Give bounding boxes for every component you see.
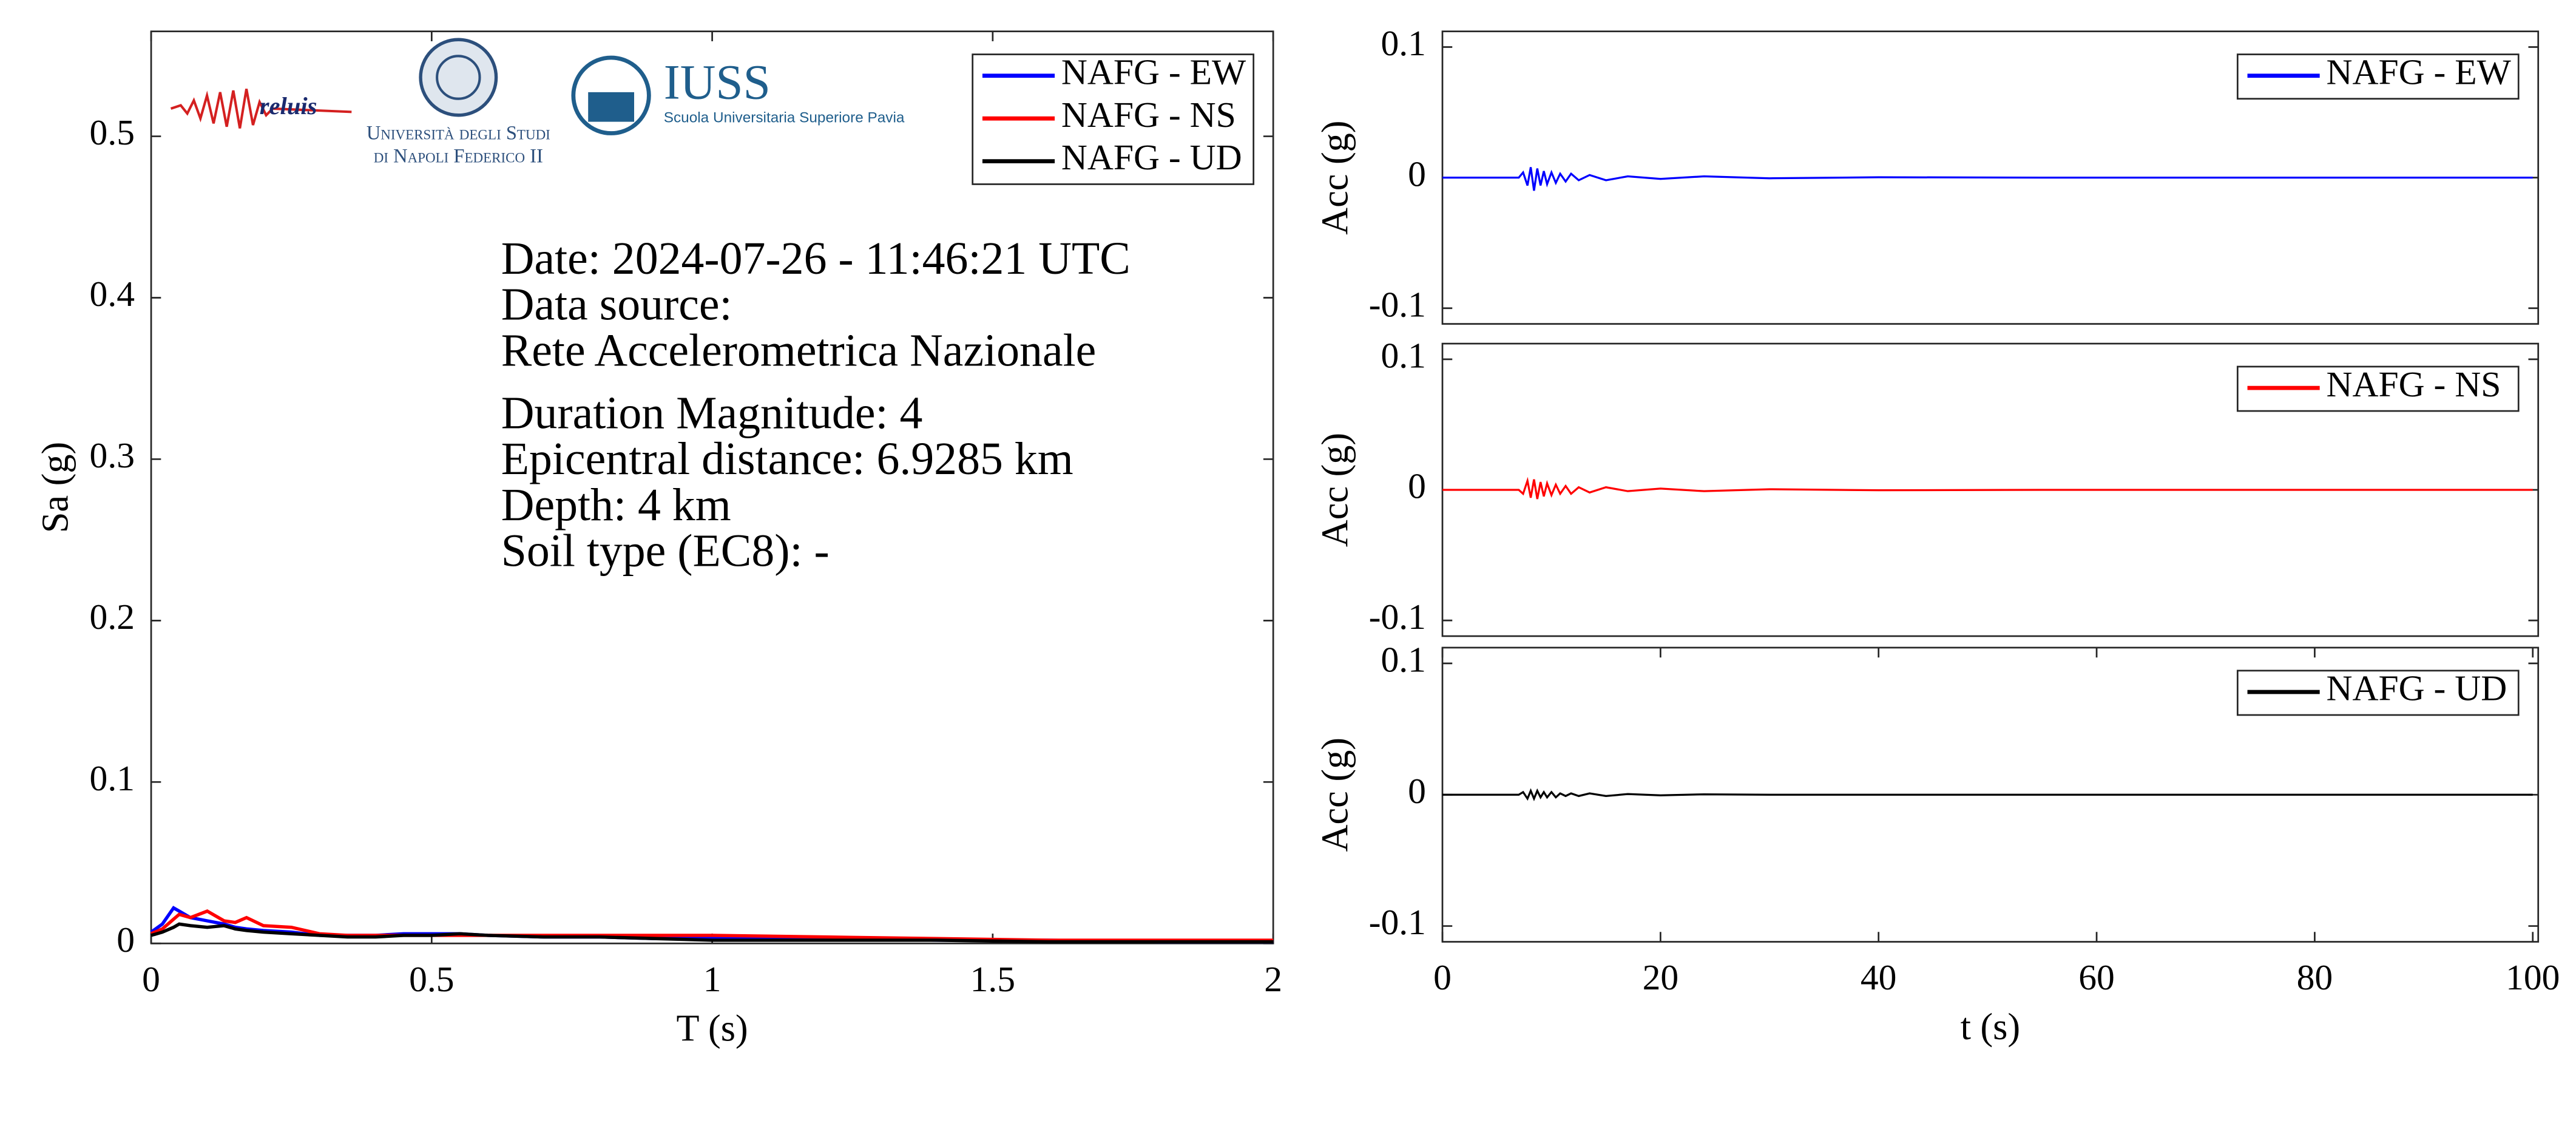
y-tick-label: 0.4: [90, 274, 135, 314]
series-line: [1442, 788, 2533, 801]
annotation: Depth: 4 km: [501, 480, 731, 531]
x-tick-label: 60: [2078, 957, 2115, 997]
x-tick-label: 40: [1861, 957, 1897, 997]
x-tick-label: 100: [2506, 957, 2560, 997]
logo-text: di Napoli Federico II: [374, 146, 543, 168]
logo-emblem: [419, 38, 498, 117]
x-tick-label: 1: [703, 959, 722, 999]
y-tick-label: 0: [1408, 154, 1426, 194]
y-axis-label: Acc (g): [1315, 433, 1356, 547]
logo-reluis: reluis: [170, 89, 352, 129]
y-tick-label: 0.1: [1381, 640, 1425, 680]
y-axis-label: Acc (g): [1315, 738, 1356, 852]
x-tick-label: 0: [142, 959, 160, 999]
y-axis-label: Acc (g): [1315, 120, 1356, 234]
logo-iuss: IUSS Scuola Universitaria Superiore Pavi…: [571, 55, 905, 135]
x-tick-label: 0: [1433, 957, 1452, 997]
logo-text: Scuola Universitaria Superiore Pavia: [664, 110, 905, 126]
y-tick-label: 0.5: [90, 112, 135, 152]
y-tick-label: 0: [117, 920, 135, 960]
series-line: [1442, 167, 2533, 191]
y-axis-label: Sa (g): [35, 442, 76, 533]
x-axis-label: t (s): [1961, 1006, 2021, 1048]
annotation: Data source:: [501, 279, 732, 330]
annotation: Rete Accelerometrica Nazionale: [501, 325, 1097, 376]
y-tick-label: -0.1: [1369, 284, 1426, 324]
y-tick-label: 0.1: [1381, 23, 1425, 63]
logo-text: Università degli Studi: [367, 123, 550, 144]
annotation: Duration Magnitude: 4: [501, 387, 923, 438]
y-tick-label: 0: [1408, 466, 1426, 506]
series-line: [150, 922, 1274, 944]
annotation: Soil type (EC8): -: [501, 526, 830, 577]
legend-label: NAFG - NS: [2326, 364, 2501, 404]
logo-emblem-inner: [436, 55, 481, 100]
logo-text: reluis: [260, 92, 317, 120]
annotation: Date: 2024-07-26 - 11:46:21 UTC: [501, 233, 1131, 284]
x-tick-label: 0.5: [409, 959, 454, 999]
x-axis-label: T (s): [677, 1008, 748, 1050]
y-tick-label: 0.2: [90, 597, 135, 637]
y-tick-label: -0.1: [1369, 902, 1426, 942]
y-tick-label: 0.1: [1381, 336, 1425, 376]
y-tick-label: 0.1: [90, 758, 135, 798]
legend-label: NAFG - EW: [2326, 52, 2511, 92]
y-tick-label: 0: [1408, 771, 1426, 811]
logo-wave: [170, 89, 352, 129]
annotation: Epicentral distance: 6.9285 km: [501, 433, 1073, 484]
logo-building: [588, 92, 635, 122]
y-tick-label: -0.1: [1369, 597, 1426, 637]
y-tick-label: 0.3: [90, 435, 135, 475]
legend-label: NAFG - EW: [1061, 52, 1246, 92]
series-line: [1442, 477, 2533, 500]
x-tick-label: 2: [1264, 959, 1282, 999]
legend-label: NAFG - UD: [1061, 137, 1242, 177]
x-tick-label: 80: [2297, 957, 2333, 997]
x-tick-label: 20: [1643, 957, 1679, 997]
logo-unina: Università degli Studi di Napoli Federic…: [367, 38, 550, 168]
x-tick-label: 1.5: [970, 959, 1015, 999]
legend-label: NAFG - NS: [1061, 95, 1236, 135]
logo-text: IUSS: [664, 55, 771, 109]
legend-label: NAFG - UD: [2326, 668, 2507, 708]
